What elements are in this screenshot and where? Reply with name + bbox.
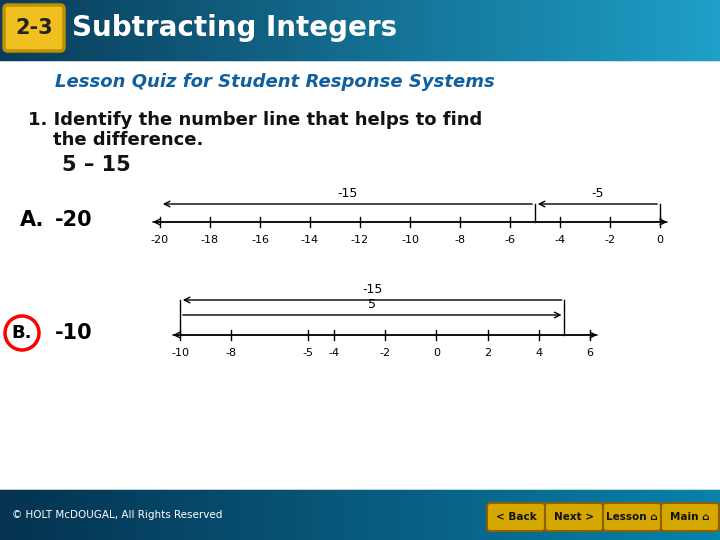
Text: -8: -8: [454, 235, 466, 245]
Text: 2: 2: [484, 348, 491, 358]
Text: 1. Identify the number line that helps to find: 1. Identify the number line that helps t…: [28, 111, 482, 129]
Text: -14: -14: [301, 235, 319, 245]
Text: -15: -15: [337, 187, 358, 200]
Text: -10: -10: [171, 348, 189, 358]
Text: A.: A.: [20, 210, 45, 230]
Text: -12: -12: [351, 235, 369, 245]
Text: -6: -6: [505, 235, 516, 245]
Text: 2-3: 2-3: [15, 18, 53, 38]
Text: Subtracting Integers: Subtracting Integers: [72, 14, 397, 42]
Text: -5: -5: [591, 187, 604, 200]
Text: B.: B.: [12, 324, 32, 342]
Text: 5: 5: [368, 298, 376, 311]
Text: -20: -20: [55, 210, 93, 230]
Text: -10: -10: [401, 235, 419, 245]
FancyBboxPatch shape: [603, 503, 661, 531]
Text: © HOLT McDOUGAL, All Rights Reserved: © HOLT McDOUGAL, All Rights Reserved: [12, 510, 222, 520]
Text: the difference.: the difference.: [28, 131, 203, 149]
Text: Lesson Quiz for Student Response Systems: Lesson Quiz for Student Response Systems: [55, 73, 495, 91]
Text: -2: -2: [604, 235, 616, 245]
Text: -4: -4: [328, 348, 339, 358]
Text: 5 – 15: 5 – 15: [62, 155, 131, 175]
Text: -2: -2: [379, 348, 390, 358]
Text: -20: -20: [151, 235, 169, 245]
Text: Lesson ⌂: Lesson ⌂: [606, 512, 658, 522]
Text: -5: -5: [302, 348, 314, 358]
Text: 6: 6: [587, 348, 593, 358]
Text: 0: 0: [433, 348, 440, 358]
FancyBboxPatch shape: [487, 503, 545, 531]
Text: -18: -18: [201, 235, 219, 245]
Text: -15: -15: [362, 283, 382, 296]
Text: -10: -10: [55, 323, 93, 343]
Text: 0: 0: [657, 235, 664, 245]
Text: Main ⌂: Main ⌂: [670, 512, 710, 522]
Text: -8: -8: [225, 348, 237, 358]
Text: -16: -16: [251, 235, 269, 245]
Text: < Back: < Back: [495, 512, 536, 522]
Text: 4: 4: [535, 348, 542, 358]
Text: -4: -4: [554, 235, 566, 245]
FancyBboxPatch shape: [545, 503, 603, 531]
Text: Next >: Next >: [554, 512, 594, 522]
FancyBboxPatch shape: [4, 5, 64, 51]
Bar: [0, 60, 720, 490]
FancyBboxPatch shape: [661, 503, 719, 531]
